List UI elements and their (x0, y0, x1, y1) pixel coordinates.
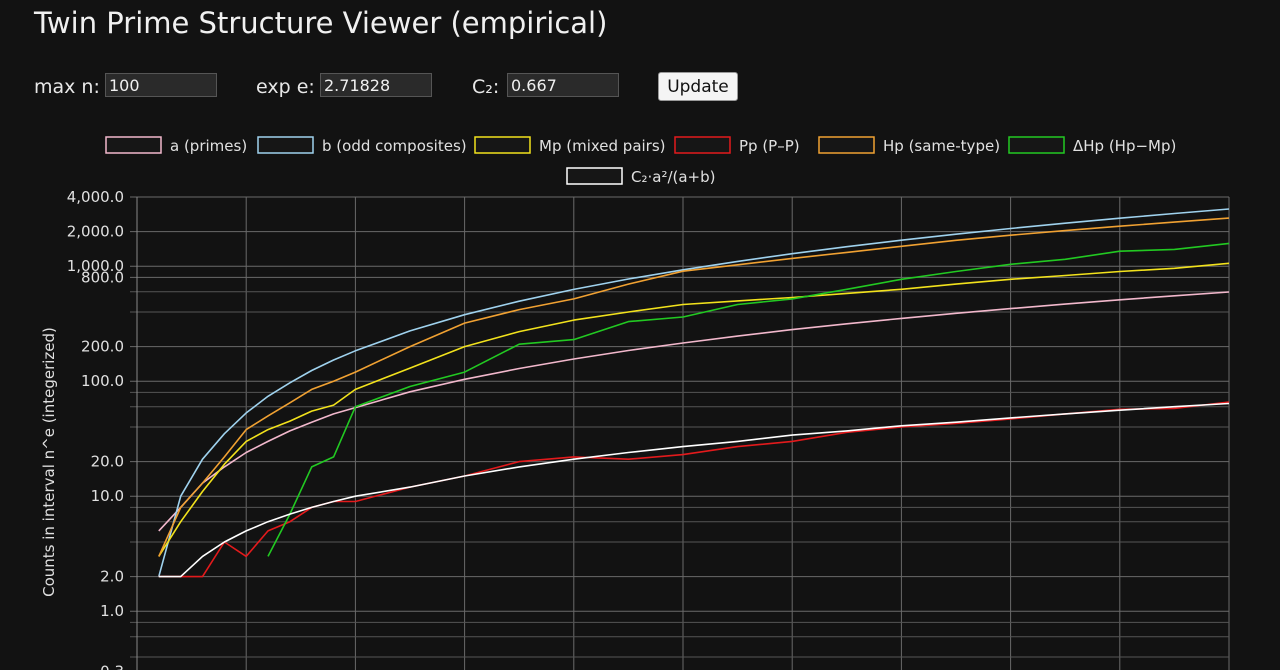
y-tick-label: 200.0 (81, 338, 124, 356)
series-line (158, 217, 1230, 557)
max-n-label: max n: (34, 76, 100, 98)
legend-label: Pp (P–P) (739, 137, 800, 155)
y-tick-label: 20.0 (91, 453, 124, 471)
legend-label: ΔHp (Hp−Mp) (1073, 137, 1176, 155)
series-line (158, 291, 1230, 532)
series-line (158, 401, 1230, 578)
c2-input[interactable] (507, 73, 619, 97)
legend-swatch (257, 136, 314, 154)
legend-label: Mp (mixed pairs) (539, 137, 666, 155)
y-tick-label: 1,000.0 (67, 257, 124, 275)
y-tick-label: 1.0 (100, 602, 124, 620)
update-button[interactable]: Update (658, 72, 738, 101)
series-line (158, 208, 1230, 577)
y-tick-label: 4,000.0 (67, 188, 124, 206)
legend-swatch (1008, 136, 1065, 154)
y-tick-label: 800.0 (81, 268, 124, 286)
legend-swatch (566, 167, 623, 185)
legend-label: a (primes) (170, 137, 247, 155)
y-tick-label: 10.0 (91, 487, 124, 505)
y-tick-label: 100.0 (81, 372, 124, 390)
legend-swatch (474, 136, 531, 154)
legend-label: C₂·a²/(a+b) (631, 168, 716, 186)
legend-swatch (674, 136, 731, 154)
max-n-input[interactable] (105, 73, 217, 97)
series-line (267, 242, 1230, 557)
series-line (158, 262, 1230, 557)
legend-swatch (818, 136, 875, 154)
exp-e-label: exp e: (256, 76, 315, 98)
page-title: Twin Prime Structure Viewer (empirical) (34, 6, 608, 40)
y-tick-label: 2,000.0 (67, 223, 124, 241)
legend-label: b (odd composites) (322, 137, 467, 155)
c2-label: C₂: (472, 76, 500, 98)
series-line (158, 402, 1230, 578)
legend-swatch (105, 136, 162, 154)
y-tick-label: 2.0 (100, 568, 124, 586)
y-tick-label: 0.3 (100, 662, 124, 670)
y-axis-title: Counts in interval n^e (integerized) (40, 327, 58, 597)
exp-e-input[interactable] (320, 73, 432, 97)
legend-label: Hp (same-type) (883, 137, 1000, 155)
